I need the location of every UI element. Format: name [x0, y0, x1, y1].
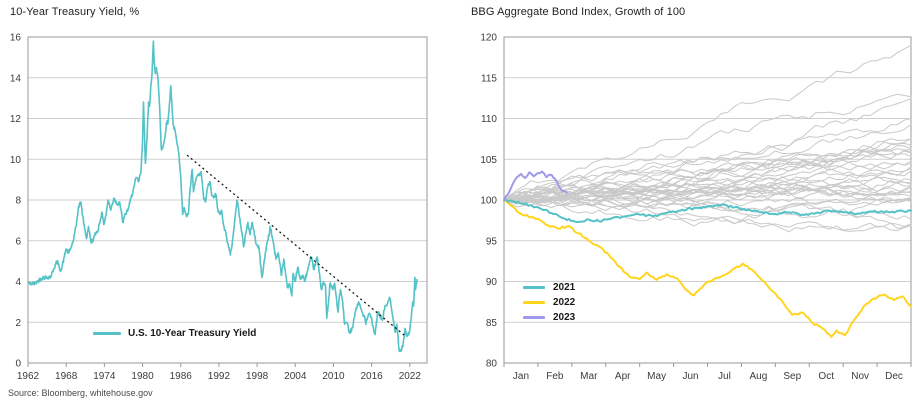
data-line: [27, 40, 418, 353]
data-line: [503, 98, 912, 201]
legend-row: 2021: [523, 282, 575, 293]
legend-label: U.S. 10-Year Treasury Yield: [128, 328, 257, 339]
data-line: [503, 183, 912, 203]
chart-title-left: 10-Year Treasury Yield, %: [10, 6, 140, 18]
source-note: Source: Bloomberg, whitehouse.gov: [8, 388, 153, 398]
data-line: [503, 199, 912, 338]
legend-label: 2021: [553, 282, 576, 293]
legend-label: 2022: [553, 297, 576, 308]
x-tick-label: 1986: [170, 371, 193, 382]
legend-swatch: [93, 332, 121, 335]
x-tick-label: Sep: [783, 371, 801, 382]
y-tick-label: 100: [480, 196, 497, 207]
y-tick-label: 115: [481, 73, 497, 84]
legend-row: 2022: [523, 297, 575, 308]
y-tick-label: 16: [10, 33, 22, 44]
y-tick-label: 2: [15, 318, 21, 329]
legend-row: 2023: [523, 312, 575, 323]
y-tick-label: 14: [10, 73, 22, 84]
x-tick-label: 2022: [399, 371, 422, 382]
data-line: [503, 138, 912, 201]
y-tick-label: 0: [15, 359, 21, 370]
data-line: [503, 198, 912, 223]
x-tick-label: 2010: [322, 371, 345, 382]
x-tick-label: Dec: [885, 371, 903, 382]
y-tick-label: 95: [486, 236, 498, 247]
y-tick-label: 4: [15, 277, 21, 288]
data-line: [503, 195, 912, 220]
chart-title-right: BBG Aggregate Bond Index, Growth of 100: [471, 6, 686, 18]
y-tick-label: 10: [10, 155, 22, 166]
y-tick-label: 8: [15, 196, 21, 207]
x-tick-label: Jun: [682, 371, 698, 382]
y-tick-label: 110: [481, 114, 497, 125]
data-line: [503, 118, 912, 201]
y-tick-label: 6: [15, 236, 21, 247]
data-line: [503, 170, 568, 201]
x-tick-label: May: [647, 371, 666, 382]
data-line: [503, 169, 912, 203]
x-tick-label: Mar: [580, 371, 598, 382]
legend-swatch: [523, 286, 545, 289]
data-line: [503, 45, 912, 201]
x-tick-label: Nov: [851, 371, 869, 382]
data-line: [503, 166, 912, 204]
x-tick-label: 2004: [284, 371, 307, 382]
y-tick-label: 120: [480, 33, 497, 44]
legend-swatch: [523, 316, 545, 319]
legend-label: 2023: [553, 312, 576, 323]
x-tick-label: 2016: [361, 371, 384, 382]
x-tick-label: 1974: [93, 371, 116, 382]
data-line: [503, 123, 912, 201]
x-tick-label: Aug: [749, 371, 767, 382]
treasury-yield-plot: 0 2 4 6 8 10 12 14 16 1962 1968 1974 1980 1986 1992 199…: [10, 33, 428, 382]
treasury-yield-chart: 10-Year Treasury Yield, % 0 2 4 6 8 10 12 14 16 1…: [0, 0, 445, 406]
data-line: [503, 183, 912, 204]
plot-frame: [27, 36, 428, 364]
y-tick-label: 80: [486, 359, 498, 370]
y-tick-label: 105: [480, 155, 497, 166]
x-tick-label: 1992: [208, 371, 231, 382]
x-tick-label: 1968: [55, 371, 78, 382]
x-tick-label: Jul: [718, 371, 731, 382]
x-tick-label: 1962: [17, 371, 40, 382]
data-line: [503, 185, 912, 208]
x-tick-label: 1980: [131, 371, 154, 382]
y-tick-label: 85: [486, 318, 498, 329]
x-tick-label: Jan: [513, 371, 529, 382]
x-tick-label: Apr: [615, 371, 631, 382]
trend-line: [186, 154, 406, 336]
data-line: [503, 93, 912, 201]
legend-swatch: [523, 301, 545, 304]
data-line: [503, 191, 912, 208]
legend-right: 2021 2022 2023: [523, 282, 575, 323]
y-tick-label: 12: [10, 114, 22, 125]
legend-left: U.S. 10-Year Treasury Yield: [93, 328, 256, 339]
bond-index-chart: BBG Aggregate Bond Index, Growth of 100 …: [460, 0, 918, 406]
data-line: [503, 159, 912, 201]
x-tick-label: Feb: [546, 371, 564, 382]
x-tick-label: Oct: [818, 371, 834, 382]
x-tick-label: 1998: [246, 371, 269, 382]
y-tick-label: 90: [486, 277, 498, 288]
data-line: [503, 196, 912, 233]
bond-index-plot: 80 85 90 95 100 105 110 115 120 Jan Feb Mar Apr May Ju…: [480, 33, 912, 382]
